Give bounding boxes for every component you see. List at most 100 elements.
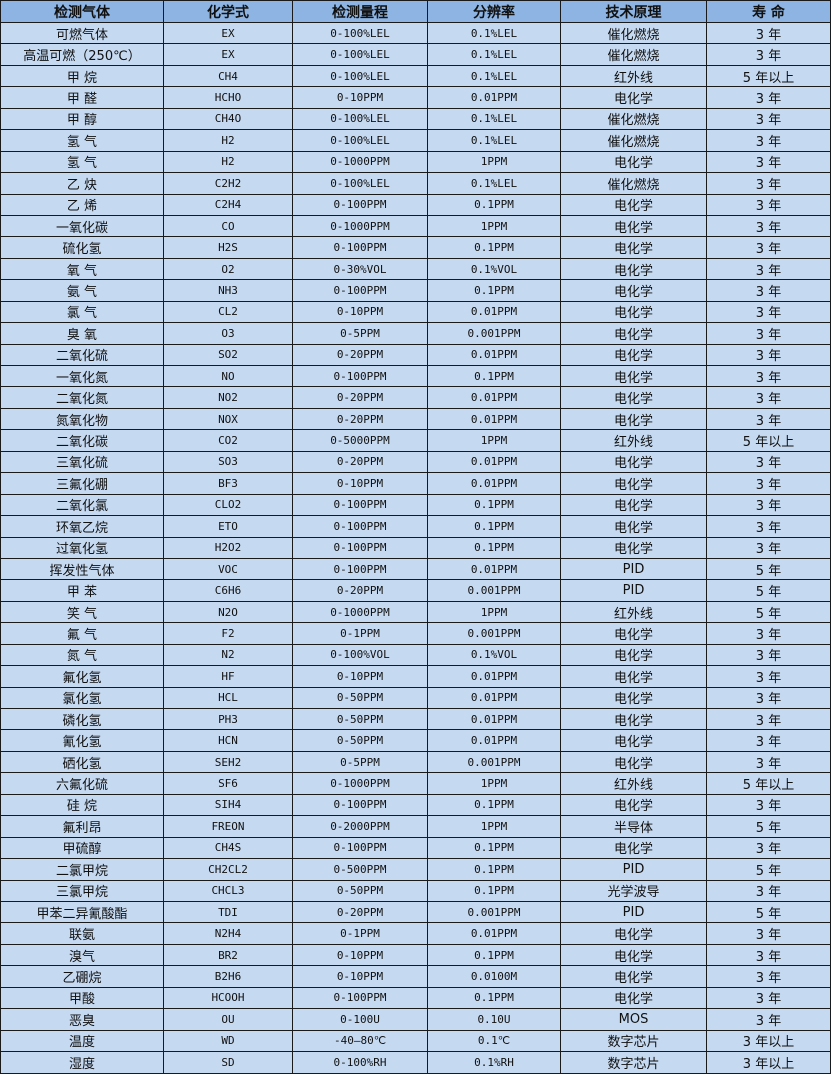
cell-principle: 半导体: [560, 815, 707, 838]
cell-gas: 二氧化氯: [0, 493, 164, 517]
cell-formula: O3: [163, 322, 293, 345]
table-row: 氯化氢 HCL 0-50PPM 0.01PPM 电化学 3 年: [0, 686, 831, 710]
cell-resolution: 0.1PPM: [427, 515, 561, 538]
cell-resolution: 0.01PPM: [427, 922, 561, 945]
cell-principle: 电化学: [560, 343, 707, 367]
cell-gas: 二氧化硫: [0, 343, 164, 367]
table-row: 甲苯二异氰酸酯 TDI 0-20PPM 0.001PPM PID 5 年: [0, 900, 831, 924]
cell-principle: 电化学: [560, 386, 707, 409]
cell-formula: EX: [163, 43, 293, 66]
cell-formula: N2H4: [163, 922, 293, 945]
cell-principle: 电化学: [560, 150, 707, 174]
cell-resolution: 0.1PPM: [427, 193, 561, 216]
table-row: 可燃气体 EX 0-100%LEL 0.1%LEL 催化燃烧 3 年: [0, 21, 831, 45]
cell-formula: ETO: [163, 515, 293, 538]
cell-principle: 电化学: [560, 193, 707, 216]
cell-formula: CH4: [163, 64, 293, 88]
cell-lifespan: 3 年: [706, 450, 831, 474]
cell-gas: 氧 气: [0, 257, 164, 281]
cell-resolution: 0.01PPM: [427, 729, 561, 752]
cell-formula: H2S: [163, 236, 293, 259]
table-row: 氟 气 F2 0-1PPM 0.001PPM 电化学 3 年: [0, 622, 831, 645]
cell-lifespan: 3 年: [706, 515, 831, 538]
cell-formula: HCOOH: [163, 986, 293, 1010]
cell-principle: 电化学: [560, 214, 707, 238]
table-row: 一氧化氮 NO 0-100PPM 0.1PPM 电化学 3 年: [0, 364, 831, 388]
cell-lifespan: 3 年: [706, 343, 831, 367]
cell-lifespan: 3 年以上: [706, 1051, 831, 1074]
cell-lifespan: 3 年: [706, 472, 831, 495]
cell-gas: 二氧化碳: [0, 429, 164, 452]
cell-gas: 硅 烷: [0, 793, 164, 817]
table-row: 硫化氢 H2S 0-100PPM 0.1PPM 电化学 3 年: [0, 236, 831, 259]
cell-formula: F2: [163, 622, 293, 645]
cell-gas: 氯化氢: [0, 686, 164, 710]
cell-principle: 电化学: [560, 236, 707, 259]
cell-formula: FREON: [163, 815, 293, 838]
cell-formula: BR2: [163, 943, 293, 967]
cell-formula: C2H2: [163, 172, 293, 195]
cell-gas: 氮 气: [0, 643, 164, 667]
cell-resolution: 0.1PPM: [427, 279, 561, 302]
cell-principle: 电化学: [560, 986, 707, 1010]
cell-range: 0-20PPM: [292, 900, 428, 924]
cell-range: 0-10PPM: [292, 965, 428, 988]
cell-principle: 电化学: [560, 279, 707, 302]
cell-range: 0-30%VOL: [292, 257, 428, 281]
cell-range: 0-100PPM: [292, 793, 428, 817]
cell-lifespan: 3 年: [706, 793, 831, 817]
cell-range: 0-2000PPM: [292, 815, 428, 838]
cell-gas: 三氧化硫: [0, 450, 164, 474]
cell-resolution: 1PPM: [427, 772, 561, 795]
cell-range: 0-10PPM: [292, 86, 428, 109]
cell-principle: 电化学: [560, 836, 707, 860]
cell-resolution: 0.0100M: [427, 965, 561, 988]
table-row: 二氧化碳 CO2 0-5000PPM 1PPM 红外线 5 年以上: [0, 429, 831, 452]
table-row: 氧 气 O2 0-30%VOL 0.1%VOL 电化学 3 年: [0, 257, 831, 281]
cell-formula: C6H6: [163, 579, 293, 602]
cell-range: 0-100PPM: [292, 493, 428, 517]
cell-range: 0-100PPM: [292, 557, 428, 581]
table-row: 六氟化硫 SF6 0-1000PPM 1PPM 红外线 5 年以上: [0, 772, 831, 795]
cell-principle: 催化燃烧: [560, 172, 707, 195]
table-row: 氮氧化物 NOX 0-20PPM 0.01PPM 电化学 3 年: [0, 407, 831, 431]
table-row: 溴气 BR2 0-10PPM 0.1PPM 电化学 3 年: [0, 943, 831, 967]
cell-gas: 温度: [0, 1029, 164, 1053]
cell-lifespan: 3 年: [706, 43, 831, 66]
cell-gas: 甲 苯: [0, 579, 164, 602]
cell-gas: 氟化氢: [0, 665, 164, 688]
cell-principle: 电化学: [560, 515, 707, 538]
cell-gas: 氢 气: [0, 150, 164, 174]
table-row: 氟化氢 HF 0-10PPM 0.01PPM 电化学 3 年: [0, 665, 831, 688]
cell-gas: 溴气: [0, 943, 164, 967]
cell-principle: 电化学: [560, 86, 707, 109]
cell-principle: 红外线: [560, 772, 707, 795]
cell-lifespan: 5 年: [706, 600, 831, 624]
cell-range: 0-100PPM: [292, 279, 428, 302]
cell-formula: CLO2: [163, 493, 293, 517]
cell-range: 0-100%LEL: [292, 43, 428, 66]
cell-formula: CHCL3: [163, 879, 293, 902]
cell-principle: 电化学: [560, 922, 707, 945]
cell-gas: 高温可燃（250℃）: [0, 43, 164, 66]
cell-resolution: 0.1%VOL: [427, 257, 561, 281]
cell-principle: 电化学: [560, 450, 707, 474]
cell-lifespan: 3 年: [706, 622, 831, 645]
table-row: 三氟化硼 BF3 0-10PPM 0.01PPM 电化学 3 年: [0, 472, 831, 495]
cell-lifespan: 3 年: [706, 493, 831, 517]
cell-gas: 可燃气体: [0, 21, 164, 45]
cell-formula: HCN: [163, 729, 293, 752]
cell-range: 0-100%VOL: [292, 643, 428, 667]
cell-range: 0-20PPM: [292, 343, 428, 367]
cell-formula: CH2CL2: [163, 858, 293, 881]
cell-principle: 光学波导: [560, 879, 707, 902]
cell-principle: 电化学: [560, 729, 707, 752]
cell-principle: 电化学: [560, 965, 707, 988]
cell-resolution: 0.001PPM: [427, 579, 561, 602]
cell-formula: SF6: [163, 772, 293, 795]
table-row: 二氯甲烷 CH2CL2 0-500PPM 0.1PPM PID 5 年: [0, 858, 831, 881]
cell-lifespan: 3 年: [706, 665, 831, 688]
cell-principle: MOS: [560, 1008, 707, 1031]
cell-principle: 电化学: [560, 322, 707, 345]
cell-lifespan: 3 年: [706, 1008, 831, 1031]
